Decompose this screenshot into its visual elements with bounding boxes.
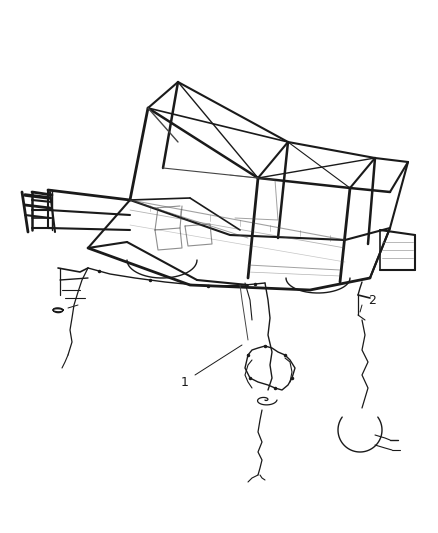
Text: 2: 2 <box>368 294 376 306</box>
Text: 1: 1 <box>181 376 189 389</box>
